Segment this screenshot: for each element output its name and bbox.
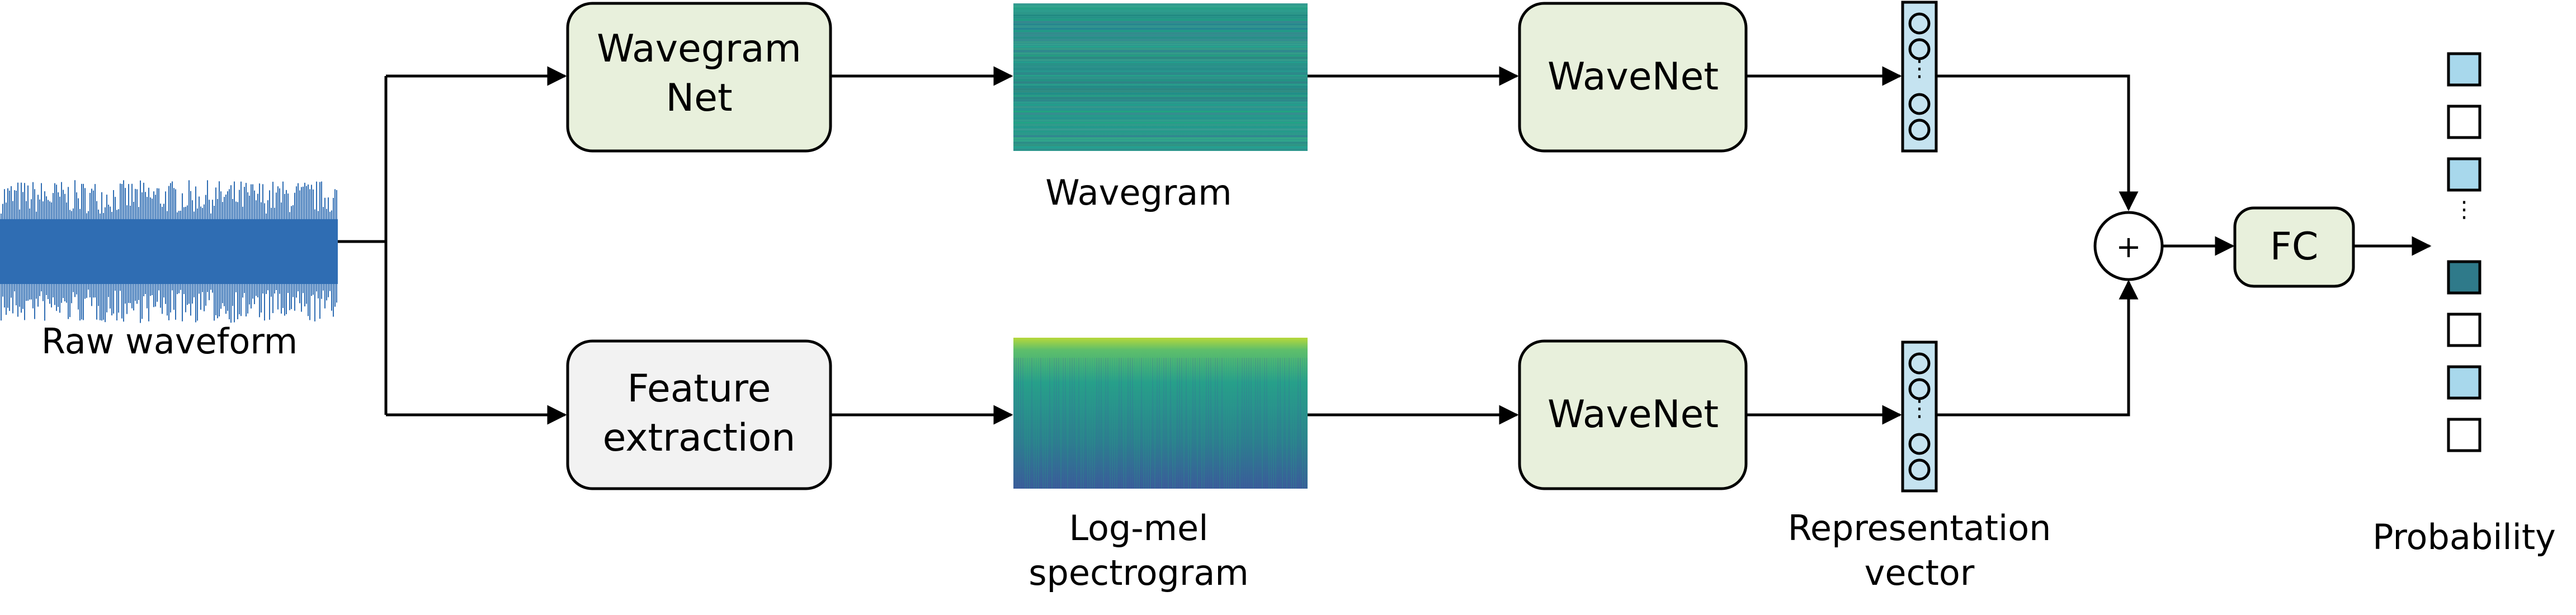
arrow-vector-top-to-plus — [1936, 74, 2139, 211]
wavenet-top-label: WaveNet — [1548, 55, 1719, 99]
probability-cell — [2447, 418, 2481, 452]
feature-extraction-label-1: Feature — [628, 367, 771, 411]
wavegram-net-label-2: Net — [666, 76, 732, 120]
vector-bottom-dots: ⋮ — [1908, 396, 1931, 422]
probability-vector — [2447, 52, 2481, 452]
feature-extraction-label-2: extraction — [603, 416, 796, 460]
probability-label: Probability — [2372, 517, 2556, 557]
wavegram-net-box: Wavegram Net — [566, 2, 832, 153]
raw-waveform — [0, 180, 338, 323]
probability-cell — [2447, 52, 2481, 87]
feature-extraction-box: Feature extraction — [566, 339, 832, 490]
probability-cell — [2447, 260, 2481, 295]
representation-vector-top: ⋮ — [1901, 1, 1938, 153]
probability-cell — [2447, 313, 2481, 347]
wavenet-bottom-label: WaveNet — [1548, 392, 1719, 437]
plus-node-label: + — [2116, 229, 2141, 264]
wavegram-label: Wavegram — [1045, 172, 1232, 213]
probability-cell — [2447, 105, 2481, 139]
probability-cell — [2447, 365, 2481, 400]
fc-box: FC — [2233, 206, 2355, 288]
logmel-label-1: Log-mel — [1069, 508, 1209, 548]
wavegram-net-label-1: Wavegram — [597, 27, 801, 71]
representation-vector-bottom: ⋮ — [1901, 340, 1938, 493]
fc-label: FC — [2270, 225, 2319, 269]
plus-node: + — [2093, 211, 2164, 281]
wavegram-image — [1013, 3, 1308, 151]
probability-cell — [2447, 157, 2481, 192]
vector-top-dots: ⋮ — [1908, 56, 1931, 82]
arrow-vector-bottom-to-plus — [1936, 280, 2139, 417]
representation-vector-label-1: Representation — [1788, 508, 2051, 548]
probability-dots: ⋮ — [2453, 197, 2475, 223]
wavenet-bottom-box: WaveNet — [1518, 339, 1748, 490]
representation-vector-label-2: vector — [1865, 552, 1975, 593]
logmel-label-2: spectrogram — [1028, 552, 1249, 593]
logmel-image — [1013, 338, 1308, 489]
wavenet-top-box: WaveNet — [1518, 2, 1748, 153]
raw-waveform-label: Raw waveform — [41, 321, 298, 362]
